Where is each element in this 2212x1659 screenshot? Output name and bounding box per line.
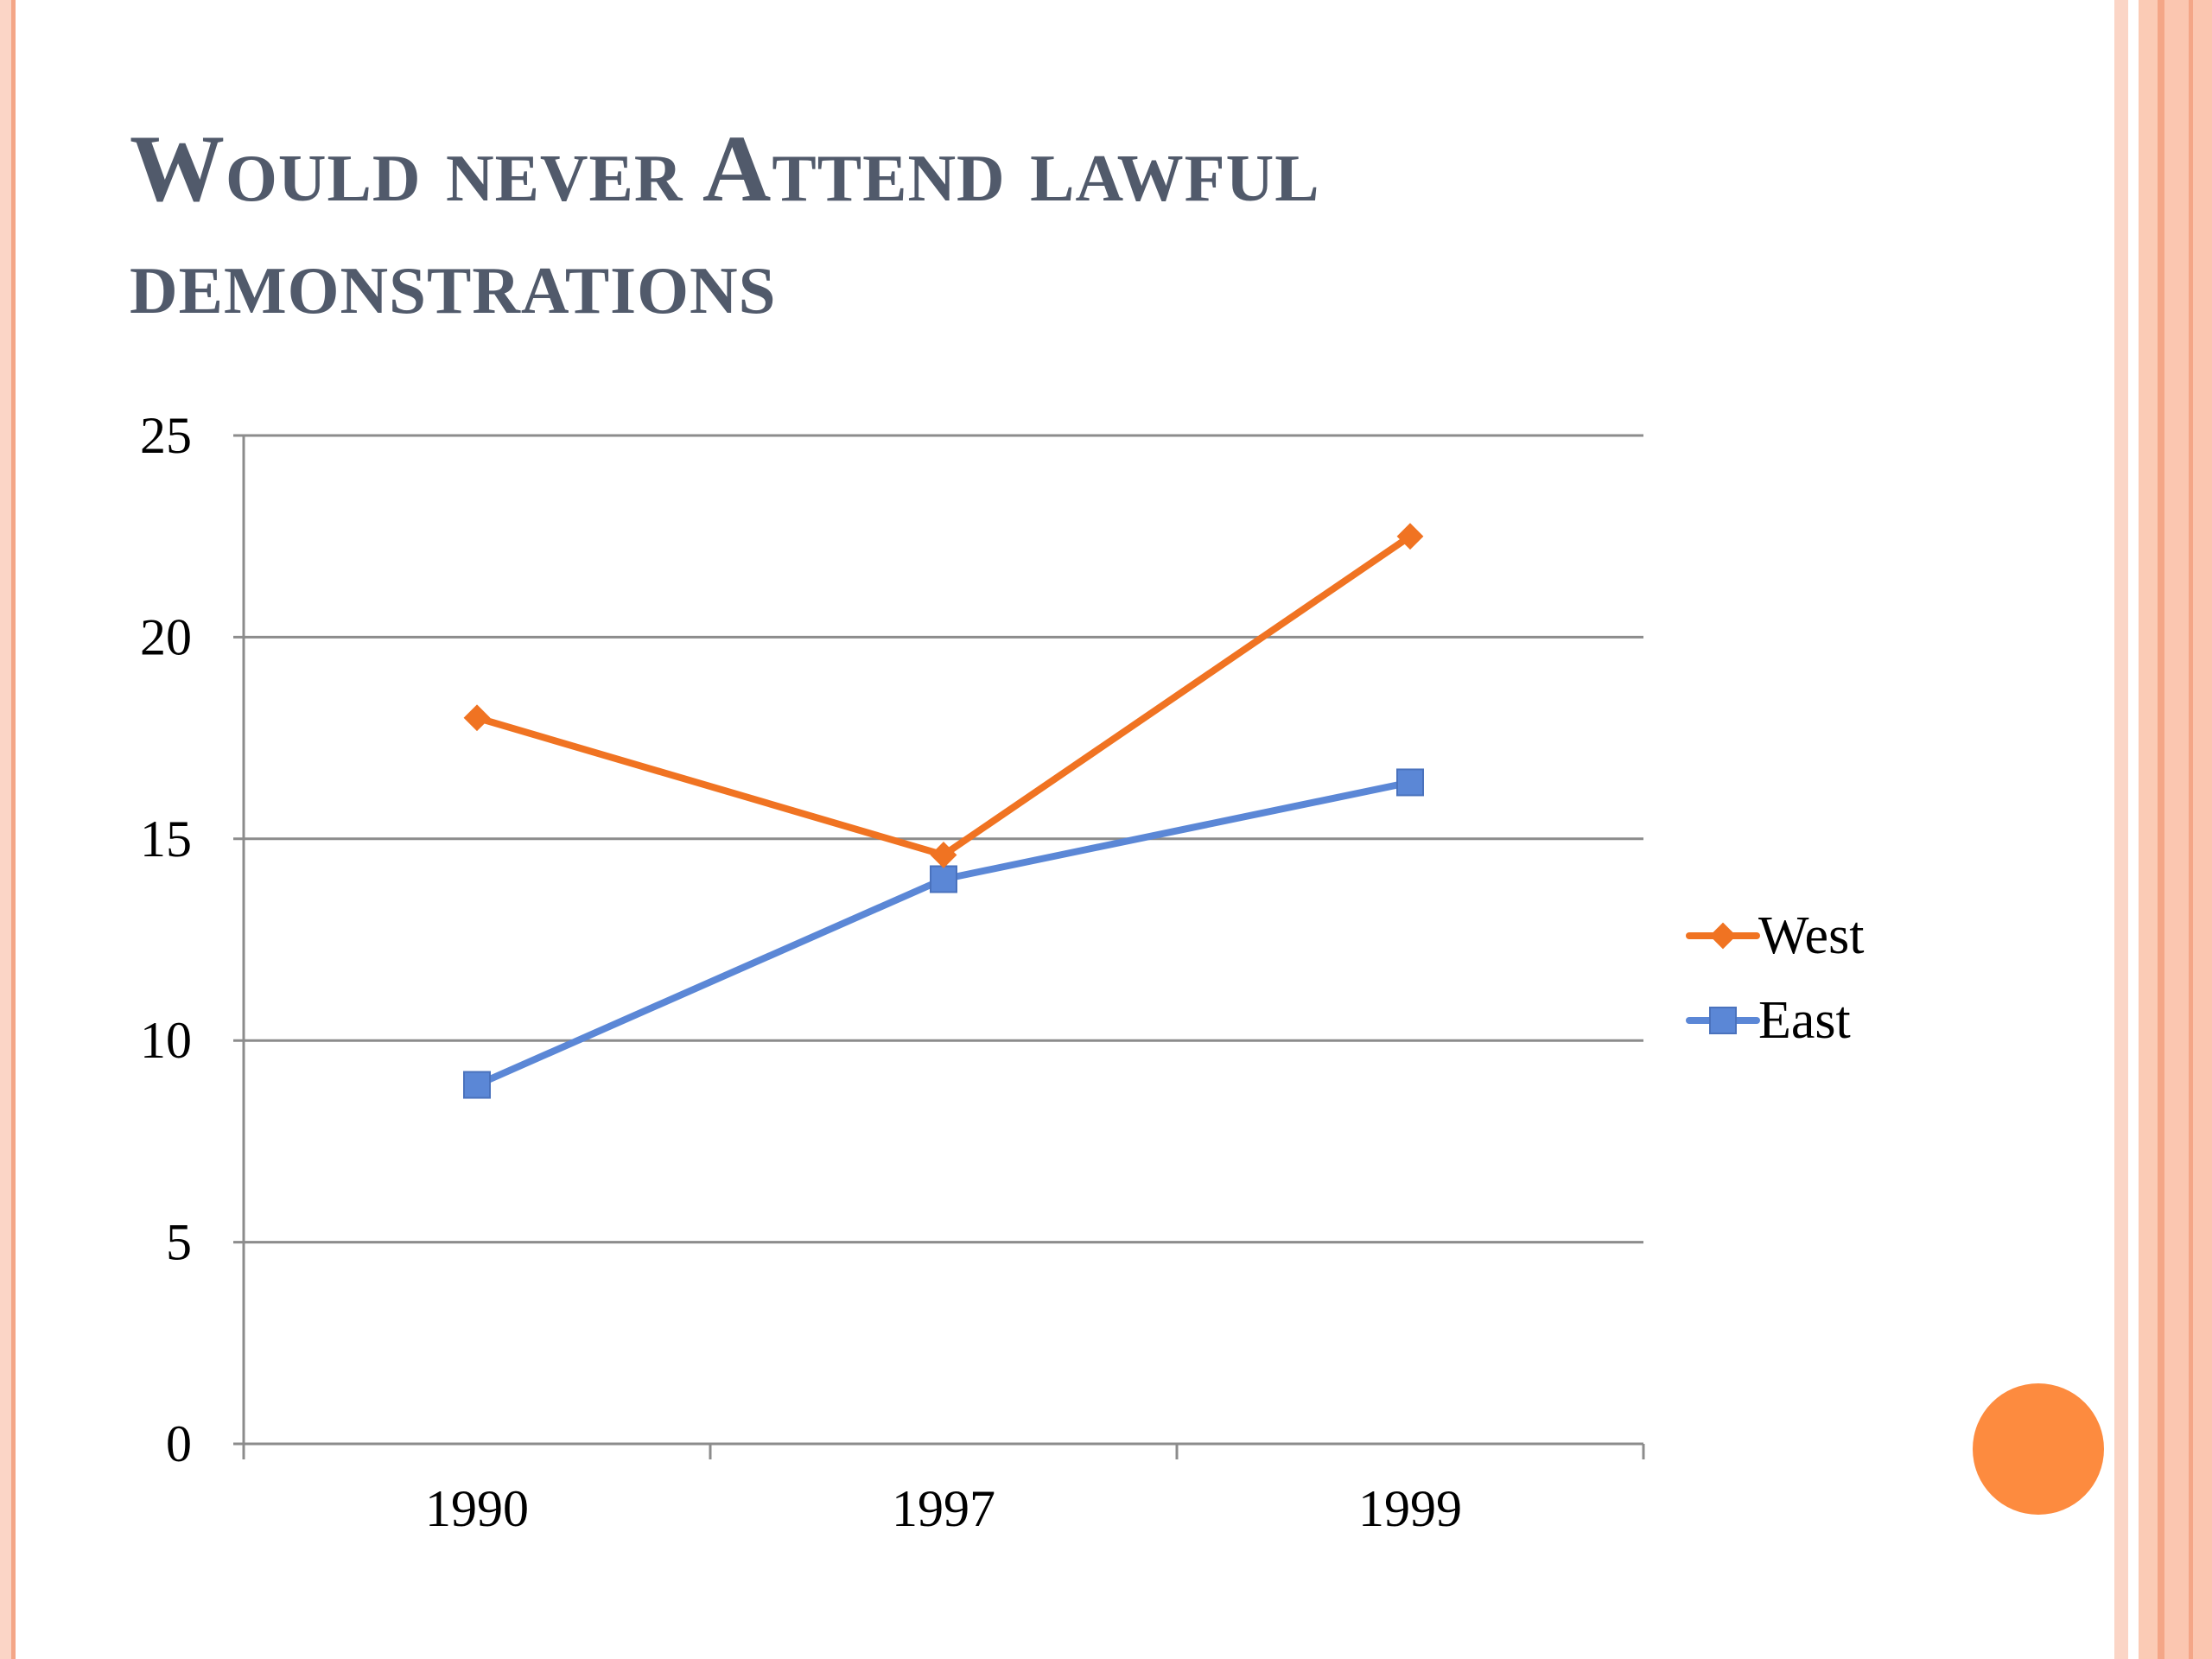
legend-label-west: West: [1758, 906, 1864, 965]
right-border-band-inner: [2114, 0, 2128, 1659]
left-border-line: [11, 0, 16, 1659]
right-border-band-middle: [2139, 0, 2158, 1659]
x-tick-label-1997: 1997: [892, 1480, 995, 1537]
y-tick-label-20: 20: [140, 608, 192, 665]
data-point-west-1990: [463, 704, 491, 732]
data-point-east-1999: [1396, 768, 1424, 797]
gridlines: [233, 434, 1643, 1446]
legend-marker-east: [1709, 1007, 1737, 1034]
axes: 0 5 10 15 20 25 1990 1997 1999: [140, 407, 1645, 1537]
data-point-west-1997: [930, 842, 957, 868]
y-tick-label-15: 15: [140, 810, 192, 868]
right-border-line: [2158, 0, 2164, 1659]
slide-title: Would never Attend lawful demonstrations: [130, 116, 1320, 334]
series: [463, 523, 1424, 1099]
y-tick-label-25: 25: [140, 407, 192, 464]
left-border-band: [0, 0, 11, 1659]
data-point-east-1997: [930, 865, 957, 893]
data-point-west-1999: [1396, 523, 1424, 550]
x-tick-label-1999: 1999: [1358, 1480, 1462, 1537]
right-border-band-outer: [2164, 0, 2212, 1659]
y-tick-label-10: 10: [140, 1012, 192, 1069]
right-border-gap: [2128, 0, 2139, 1659]
right-border-line-outer: [2189, 0, 2193, 1659]
legend-label-east: East: [1758, 991, 1851, 1050]
data-point-east-1990: [463, 1071, 491, 1099]
y-tick-label-0: 0: [166, 1415, 192, 1472]
series-line-west: [474, 532, 1414, 859]
accent-circle-decoration: [1973, 1383, 2104, 1515]
legend-marker-west: [1709, 922, 1737, 950]
y-tick-label-5: 5: [166, 1214, 192, 1271]
x-tick-label-1990: 1990: [425, 1480, 529, 1537]
legend: West East: [1686, 906, 1864, 1050]
